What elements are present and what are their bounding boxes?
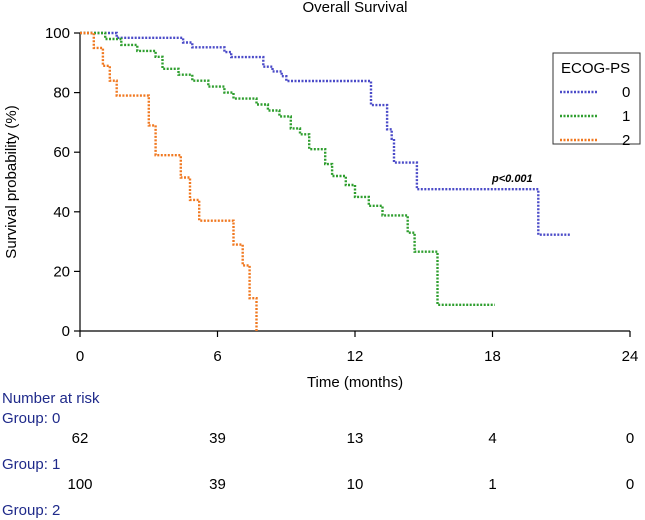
risk-count: 100 <box>67 476 92 493</box>
risk-table: Number at risk Group: 0 62 39 13 4 0 Group: 1 1… <box>2 390 634 519</box>
risk-table-title: Number at risk <box>2 390 100 407</box>
x-tick-label: 24 <box>622 348 639 365</box>
series-lines <box>80 31 571 331</box>
legend-title: ECOG-PS <box>561 60 630 77</box>
y-tick-label: 0 <box>62 323 70 340</box>
survival-curve-group-0 <box>80 31 571 236</box>
y-tick-label: 100 <box>45 25 70 42</box>
risk-count: 39 <box>209 476 226 493</box>
legend-label-1: 1 <box>622 108 630 125</box>
risk-group-label: Group: 0 <box>2 410 60 427</box>
y-tick-label: 20 <box>53 263 70 280</box>
x-tick-label: 0 <box>76 348 84 365</box>
legend-label-2: 2 <box>622 132 630 149</box>
y-tick-label: 40 <box>53 204 70 221</box>
x-axis-label: Time (months) <box>307 374 403 391</box>
risk-count: 10 <box>347 476 364 493</box>
x-tick-label: 6 <box>213 348 221 365</box>
x-ticks: 0 6 12 18 24 <box>76 331 639 365</box>
risk-count: 39 <box>209 430 226 447</box>
survival-curve-group-2 <box>80 31 258 331</box>
risk-count: 0 <box>626 430 634 447</box>
p-value-annotation: p<0.001 <box>491 173 533 185</box>
survival-curve-group-1 <box>80 31 495 306</box>
y-tick-label: 60 <box>53 144 70 161</box>
legend-entries: 0 1 2 <box>560 84 630 149</box>
legend: ECOG-PS 0 1 2 <box>552 52 641 149</box>
x-tick-label: 18 <box>484 348 501 365</box>
legend-label-0: 0 <box>622 84 630 101</box>
risk-count: 62 <box>72 430 89 447</box>
x-tick-label: 12 <box>347 348 364 365</box>
risk-group-label: Group: 2 <box>2 502 60 519</box>
y-axis-label: Survival probability (%) <box>3 105 20 258</box>
legend-box <box>552 52 641 145</box>
chart-title: Overall Survival <box>302 0 407 16</box>
y-ticks: 0 20 40 60 80 100 <box>45 25 80 340</box>
risk-count: 1 <box>488 476 496 493</box>
risk-count: 0 <box>626 476 634 493</box>
risk-count: 4 <box>488 430 496 447</box>
risk-count: 13 <box>347 430 364 447</box>
y-tick-label: 80 <box>53 85 70 102</box>
risk-group-label: Group: 1 <box>2 456 60 473</box>
